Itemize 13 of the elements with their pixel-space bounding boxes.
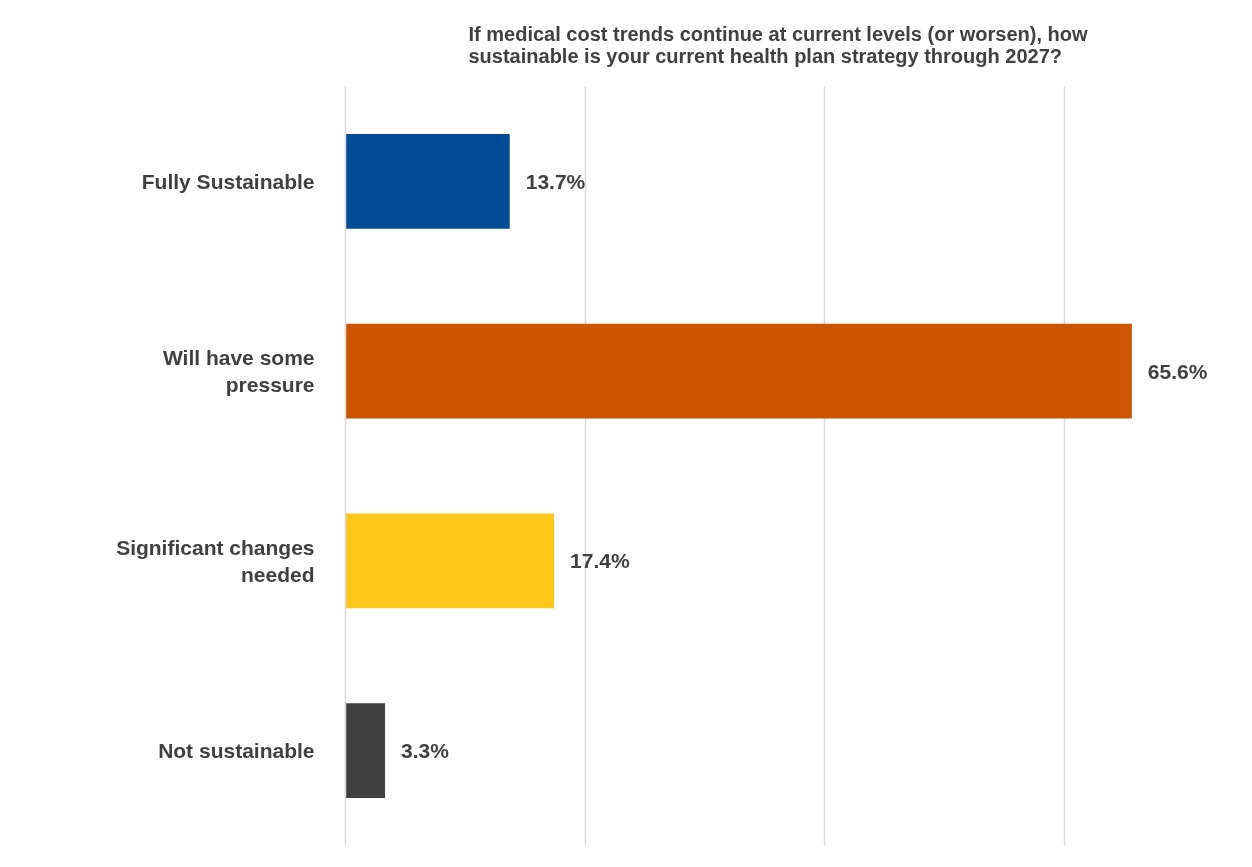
data-label: 13.7%	[525, 169, 586, 193]
data-label: 3.3%	[401, 739, 450, 763]
y-tick-label: Significant changes needed	[116, 535, 315, 587]
chart-title: If medical cost trends continue at current levels (or worsen), how sustainable is your current health plan strategy through 2027?	[468, 22, 1088, 67]
bar	[345, 703, 386, 799]
bar	[345, 513, 555, 609]
data-label: 17.4%	[570, 549, 630, 573]
data-label: 65.6%	[1147, 359, 1208, 383]
y-tick-label: Fully Sustainable	[141, 169, 315, 193]
bar	[345, 133, 510, 229]
y-tick-label: Not sustainable	[158, 739, 315, 763]
y-tick-label: Will have some pressure	[162, 345, 315, 397]
bar	[345, 323, 1132, 419]
